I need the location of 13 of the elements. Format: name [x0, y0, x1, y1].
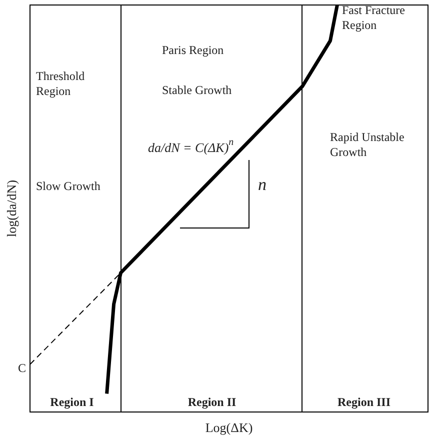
annotation: Slow Growth [36, 179, 100, 193]
annotation: Region II [188, 395, 236, 409]
annotation: n [258, 175, 266, 194]
annotation: Rapid Unstable Growth [330, 130, 404, 159]
annotation: Threshold Region [36, 69, 85, 98]
annotation: Fast Fracture Region [342, 3, 405, 32]
text: C [18, 361, 26, 375]
annotation: Region III [337, 395, 391, 409]
y-axis-title: log(da/dN) [4, 180, 19, 238]
annotation: Stable Growth [162, 83, 232, 97]
annotation: Region I [50, 395, 94, 409]
x-axis-title: Log(ΔK) [205, 420, 253, 435]
annotation: Paris Region [162, 43, 224, 57]
